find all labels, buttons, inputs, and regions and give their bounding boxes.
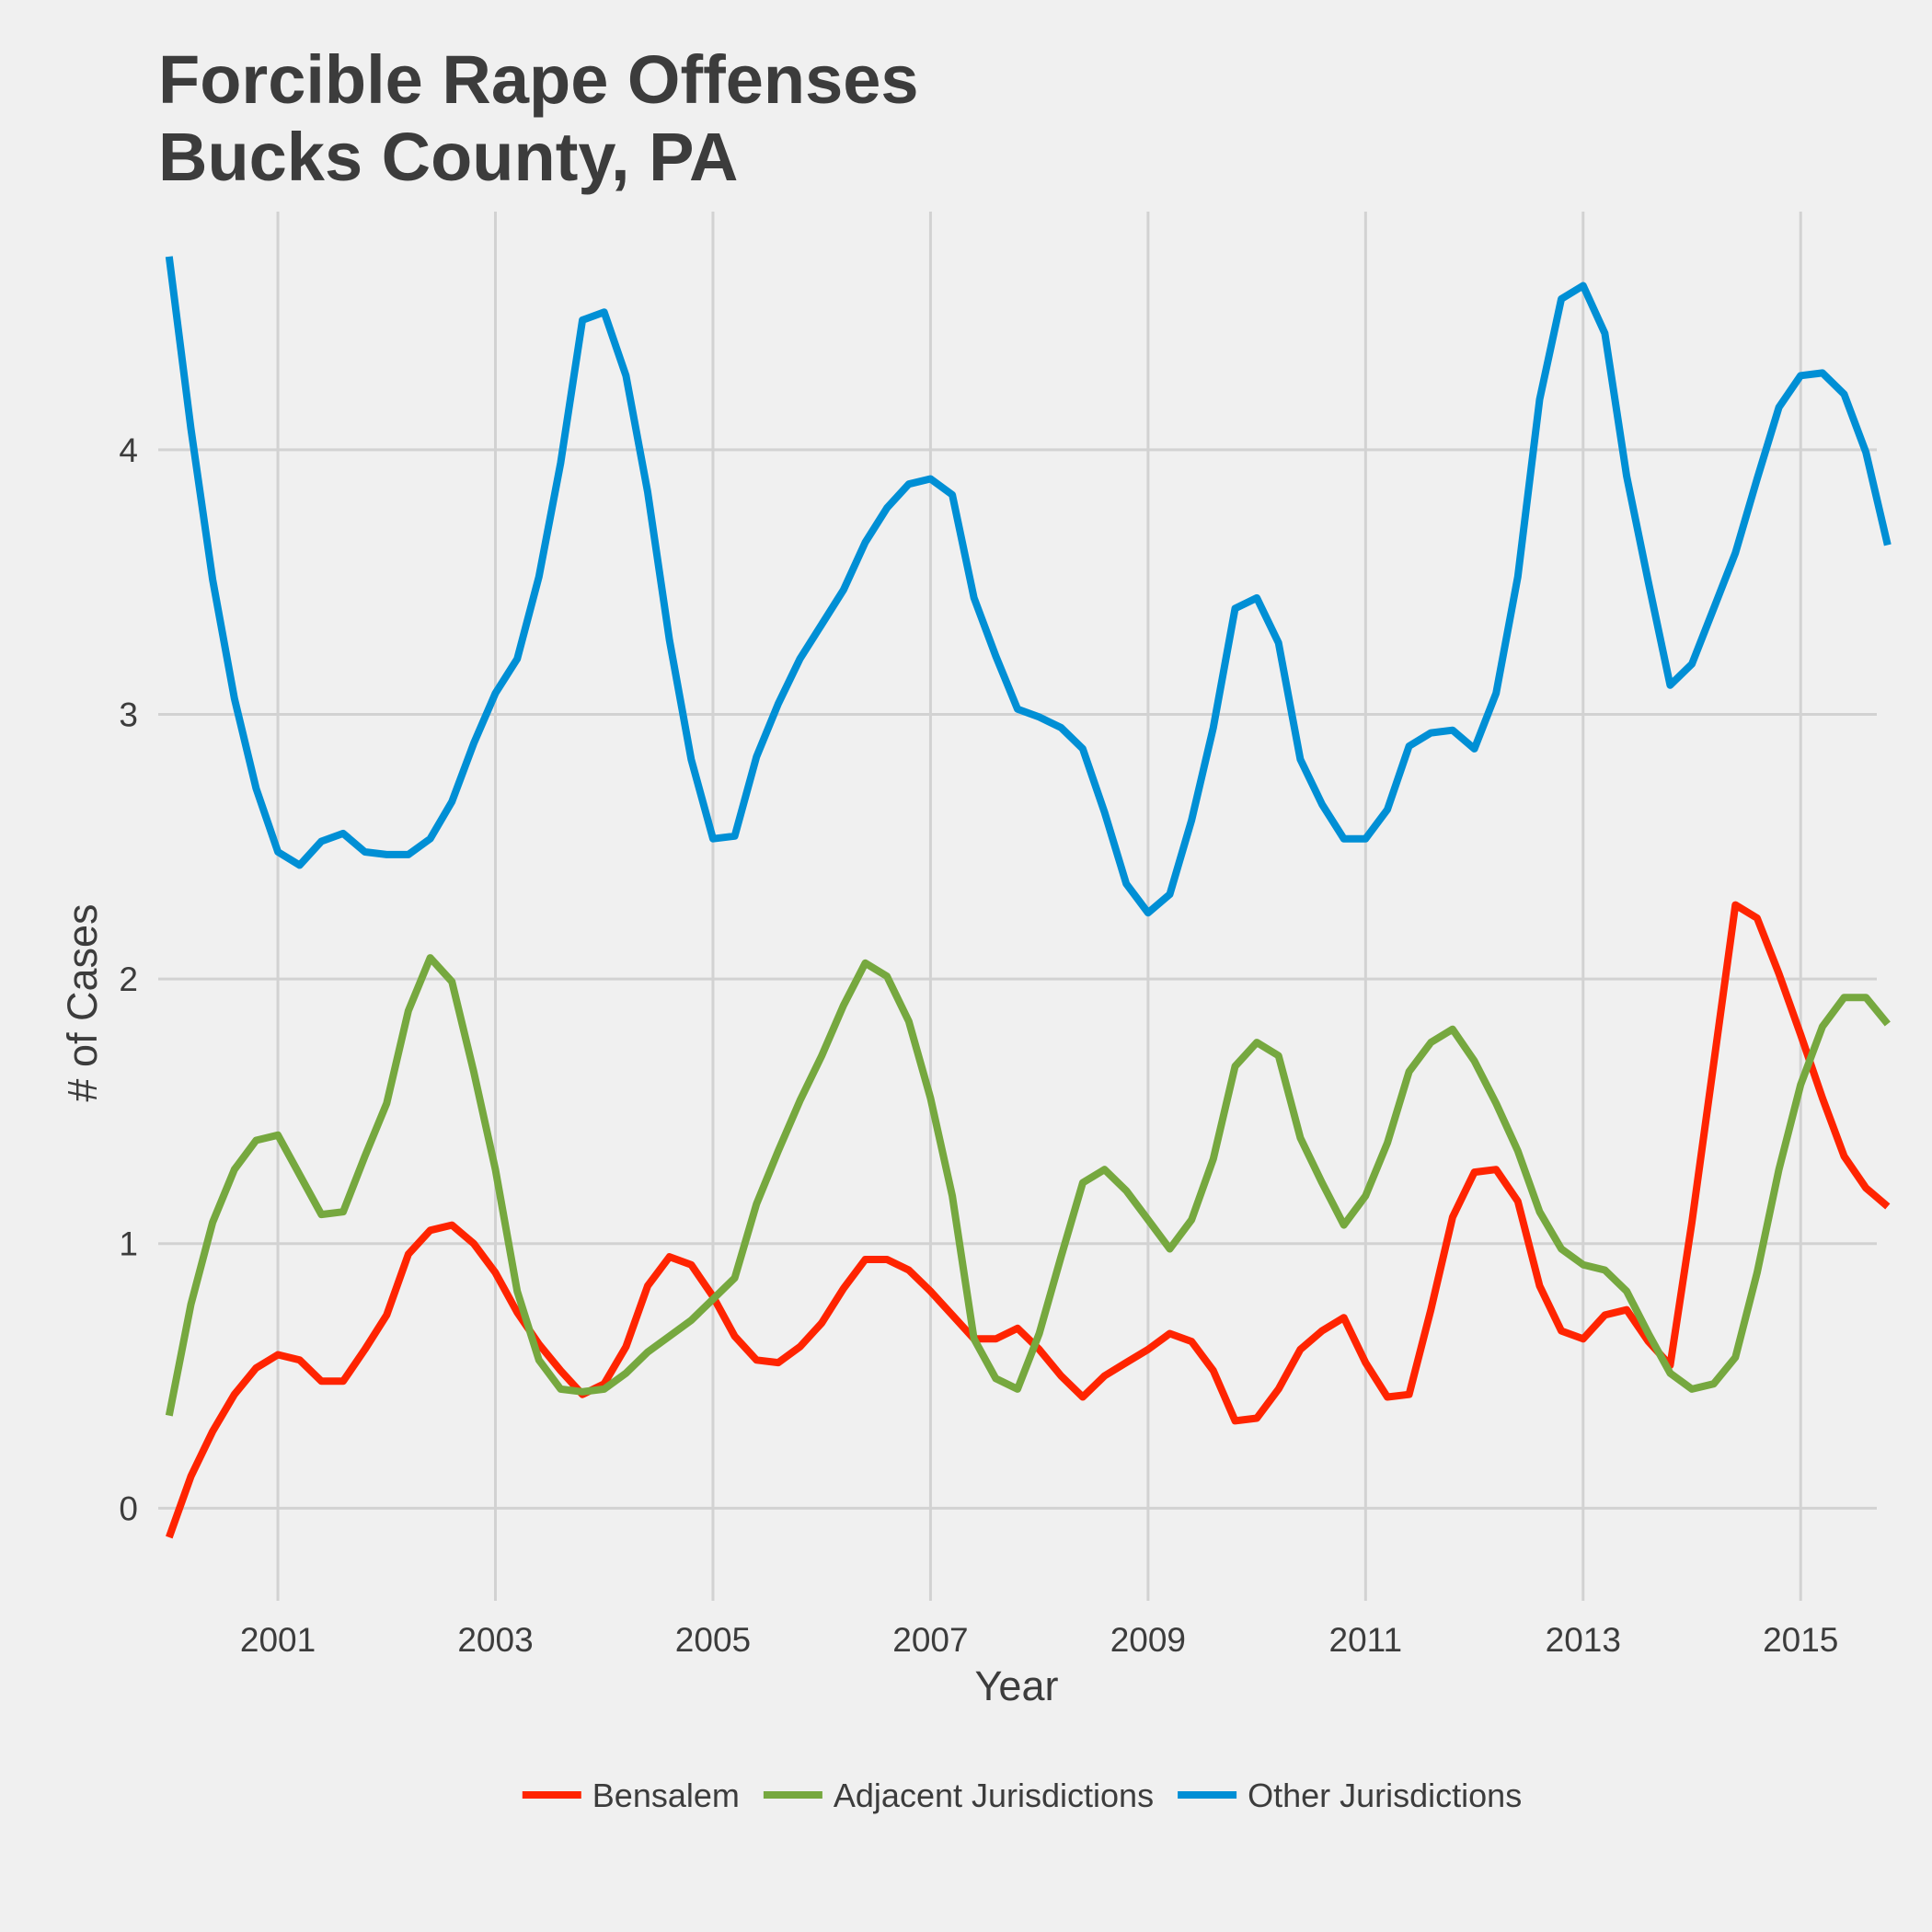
series-layer (165, 256, 1892, 1539)
y-tick-label: 1 (119, 1225, 138, 1263)
y-tick-label: 3 (119, 696, 138, 733)
legend-label: Bensalem (592, 1777, 740, 1814)
y-tick-label: 0 (119, 1489, 138, 1527)
x-tick-label: 2001 (240, 1621, 316, 1659)
x-tick-label: 2005 (675, 1621, 751, 1659)
chart-title: Forcible Rape Offenses Bucks County, PA (158, 41, 919, 195)
legend-item: Other Jurisdictions (1178, 1777, 1522, 1814)
y-axis-title: # of Cases (59, 903, 106, 1101)
legend-item: Adjacent Jurisdictions (763, 1777, 1154, 1814)
chart-title-line-2: Bucks County, PA (158, 119, 738, 195)
series-line-bensalem (166, 901, 1891, 1539)
y-tick-label: 2 (119, 960, 138, 998)
x-tick-label: 2009 (1110, 1621, 1186, 1659)
y-tick-label: 4 (119, 431, 138, 469)
series-line-other-jurisdictions (165, 256, 1892, 917)
x-tick-label: 2007 (892, 1621, 968, 1659)
legend-item: Bensalem (522, 1777, 740, 1814)
legend: Bensalem Adjacent Jurisdictions Other Juri… (522, 1777, 1522, 1814)
x-axis-title: Year (975, 1662, 1059, 1709)
tick-layer: 0 1 2 3 4 2001 2003 2005 2007 2009 2011 2013 2015 (119, 431, 1838, 1659)
x-tick-label: 2003 (457, 1621, 533, 1659)
chart-title-line-1: Forcible Rape Offenses (158, 41, 919, 118)
x-tick-label: 2013 (1546, 1621, 1621, 1659)
x-tick-label: 2015 (1763, 1621, 1838, 1659)
legend-label: Other Jurisdictions (1248, 1777, 1522, 1814)
series-line-adjacent-jurisdictions (165, 954, 1891, 1417)
x-tick-label: 2011 (1329, 1621, 1403, 1659)
legend-label: Adjacent Jurisdictions (834, 1777, 1154, 1814)
